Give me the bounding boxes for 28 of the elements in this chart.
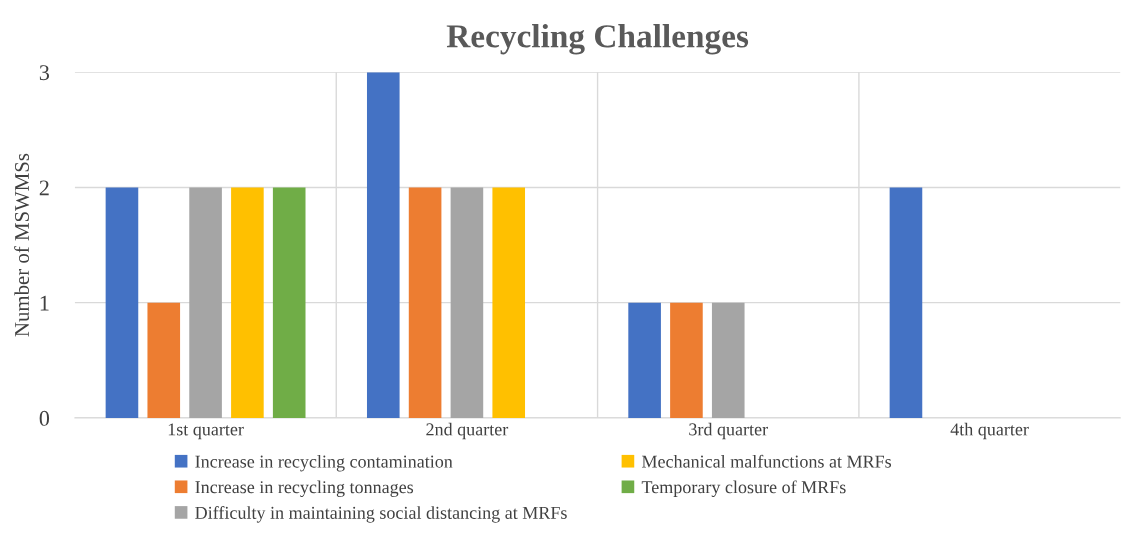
bar xyxy=(889,187,923,418)
bar xyxy=(366,72,400,418)
bar xyxy=(492,187,526,418)
x-tick-label: 3rd quarter xyxy=(689,422,768,440)
bar xyxy=(628,302,661,418)
x-tick-label: 2nd quarter xyxy=(426,422,509,440)
y-tick-label: 0 xyxy=(39,410,50,426)
bar xyxy=(408,187,442,418)
legend-label: Increase in recycling contamination xyxy=(195,455,453,472)
x-tick-label: 1st quarter xyxy=(168,423,244,440)
legend-label: Temporary closure of MRFs xyxy=(641,480,846,498)
bar xyxy=(147,302,181,418)
bar xyxy=(711,302,745,418)
chart-title: Recycling Challenges xyxy=(446,24,749,55)
bar xyxy=(105,187,139,418)
bar xyxy=(670,302,703,418)
legend-label: Mechanical malfunctions at MRFs xyxy=(641,454,892,468)
legend-label: Increase in recycling tonnages xyxy=(195,480,414,497)
x-tick-label: 4th quarter xyxy=(950,422,1029,440)
y-tick-label: 1 xyxy=(40,295,49,311)
y-tick-label: 3 xyxy=(39,65,50,81)
y-axis-title: Number of MSWMSs xyxy=(14,153,30,337)
legend-label: Difficulty in maintaining social distancing at MRFs xyxy=(195,506,567,523)
y-tick-label: 2 xyxy=(39,180,49,196)
bar xyxy=(231,187,264,418)
bar xyxy=(189,187,222,418)
bar xyxy=(272,187,306,418)
bar xyxy=(450,187,484,418)
